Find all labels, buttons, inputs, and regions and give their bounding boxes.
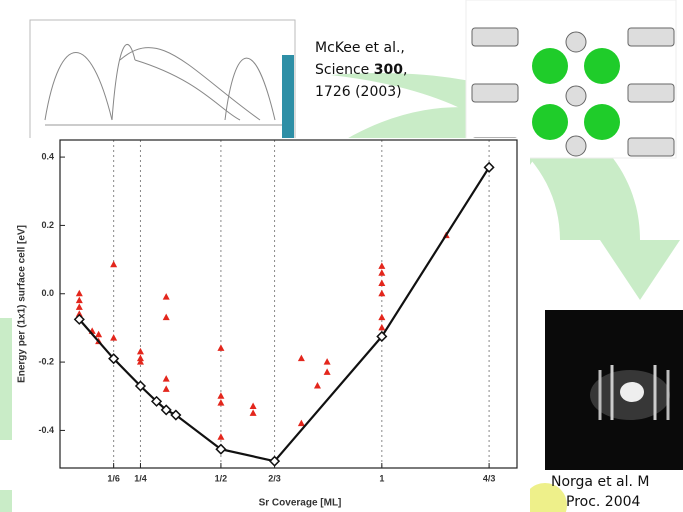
citation: Proc. 2004 xyxy=(566,494,641,510)
y-tick-label: -0.4 xyxy=(38,425,54,435)
x-tick-label: 2/3 xyxy=(268,473,281,483)
y-tick-label: 0.0 xyxy=(41,288,54,298)
x-tick-label: 1 xyxy=(379,473,384,483)
citation: McKee et al., xyxy=(315,40,405,56)
citation: Norga et al. M xyxy=(551,474,649,490)
chart-background xyxy=(12,138,530,512)
citation-punct: , xyxy=(403,62,407,78)
y-tick-label: -0.2 xyxy=(38,356,54,366)
citation: Science 300, xyxy=(315,62,407,78)
citation: 1726 (2003) xyxy=(315,84,402,100)
citation-volume: 300 xyxy=(374,62,403,78)
citation-journal: Science xyxy=(315,62,374,78)
x-tick-label: 4/3 xyxy=(483,473,496,483)
x-tick-label: 1/2 xyxy=(215,473,228,483)
y-tick-label: 0.4 xyxy=(41,151,54,161)
y-tick-label: 0.2 xyxy=(41,220,54,230)
page: {"chart_data": {"type": "line", "xlabel"… xyxy=(0,0,683,512)
rheed-image xyxy=(545,310,683,470)
x-axis-label: Sr Coverage [ML] xyxy=(259,498,342,509)
y-axis-label: Energy per (1x1) surface cell [eV] xyxy=(17,225,28,383)
slide: McKee et al., Science 300, 1726 (2003) N… xyxy=(0,0,683,512)
x-tick-label: 1/4 xyxy=(134,473,147,483)
atom-diagram xyxy=(466,0,676,158)
phase-diagram-inset xyxy=(30,20,295,140)
x-tick-label: 1/6 xyxy=(107,473,120,483)
